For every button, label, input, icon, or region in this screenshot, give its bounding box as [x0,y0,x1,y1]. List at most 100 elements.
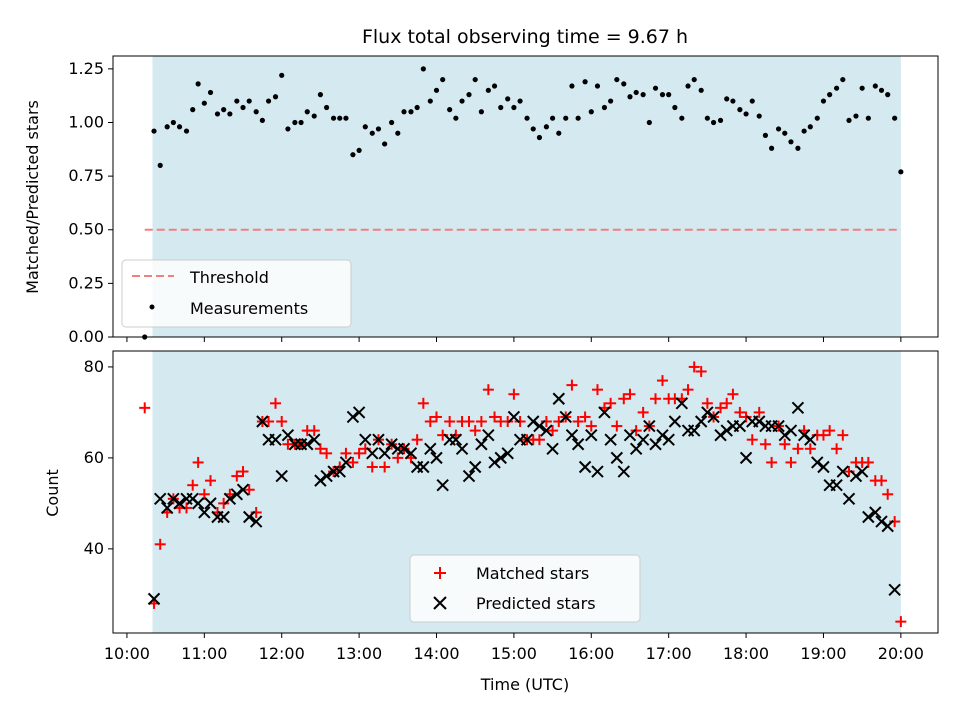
predicted-star-point [488,456,501,469]
matched-star-point [882,488,894,500]
measurement-point [195,81,201,87]
x-tick-label: 20:00 [878,644,924,663]
predicted-star-point [688,424,701,437]
predicted-star-point [675,397,689,410]
measurement-point [221,107,227,113]
predicted-star-point [520,433,534,446]
matched-star-point [243,484,255,496]
matched-star-point [366,461,378,473]
measurement-point [401,109,407,115]
matched-star-point [192,456,204,468]
measurement-point [408,109,414,115]
measurement-point [337,115,343,121]
x-tick-label: 12:00 [259,644,305,663]
measurement-point [556,130,562,136]
predicted-star-point [417,460,430,474]
measurement-point [478,109,484,115]
matched-star-point [753,406,765,418]
measurement-point [285,126,291,132]
predicted-star-point [236,483,250,496]
measurement-point [240,104,246,111]
measurement-point [814,115,820,121]
measurement-point [375,126,382,132]
measurement-point [433,87,440,93]
measurement-point [621,81,627,87]
measurement-point [157,162,163,168]
matched-star-point [218,497,230,509]
measurement-point [151,128,157,134]
predicted-star-point [585,428,598,442]
matched-star-point [837,429,849,441]
predicted-star-point [540,424,553,437]
matched-star-point [740,411,752,423]
measurement-point [769,145,775,151]
measurement-point [343,115,349,121]
predicted-star-point [610,451,624,465]
measurement-point [427,98,433,104]
measurement-point [885,92,891,98]
matched-star-point [411,434,423,446]
predicted-star-point [217,510,230,524]
x-tick-label: 16:00 [568,644,614,663]
measurement-point [505,96,511,102]
measurement-point [265,98,272,104]
matched-star-point [417,397,429,409]
measurement-point [762,132,769,138]
measurement-point [730,98,736,104]
predicted-star-point [643,419,656,433]
predicted-star-point [855,465,869,478]
predicted-star-point [629,442,643,455]
ratio-y-axis-label: Matched/Predicted stars [23,100,42,294]
ratio-y-tick-label: 0.75 [68,166,104,185]
predicted-star-point [888,583,901,596]
count-y-axis-label: Count [43,469,62,517]
measurement-point [563,115,569,121]
measurement-point [588,109,594,115]
predicted-star-point [249,515,263,528]
measurement-point [633,89,639,96]
predicted-star-point [804,433,817,446]
matched-star-point [489,411,501,423]
matched-star-point [688,361,700,373]
measurement-point [324,104,330,111]
measurement-point [756,113,762,119]
measurement-point [608,98,614,104]
ratio-plot: 0.00 0.25 0.50 0.75 1.00 1.25 Flux total obse… [23,26,939,346]
matched-star-point [779,438,791,450]
measurement-point [466,92,472,98]
measurement-point [176,124,183,130]
count-x-ticks: 10:00 11:00 12:00 13:00 14:00 15:00 16:00 17:00… [104,633,924,663]
predicted-star-point [475,438,488,451]
measurement-point [691,76,697,83]
predicted-star-point [275,469,288,483]
matched-star-point [895,616,907,628]
legend-predicted-swatch [433,596,447,610]
measurement-point [795,145,801,151]
matched-star-point [591,384,603,396]
matched-star-point [701,397,713,409]
predicted-star-point [559,410,572,424]
matched-star-point [618,393,630,405]
matched-star-point [475,416,487,427]
x-tick-label: 11:00 [181,644,227,663]
measurement-point [298,119,304,126]
predicted-star-point [281,428,295,442]
ratio-y-tick-label: 1.00 [68,112,104,131]
measurement-point [472,76,478,83]
measurement-point [317,92,324,98]
measurement-point [652,85,659,91]
matched-star-point [656,375,668,387]
matched-star-point [579,411,591,423]
matched-star-point [340,447,352,459]
predicted-star-point [507,410,521,424]
measurement-point [304,109,310,115]
matched-star-point [746,434,758,446]
matched-star-point [237,466,249,478]
matched-star-point [605,397,617,409]
predicted-star-point [320,469,333,483]
predicted-star-point [784,424,798,437]
matched-star-point [804,443,816,455]
measurement-points [142,66,904,340]
measurement-point [227,111,233,117]
measurement-point [292,119,298,126]
